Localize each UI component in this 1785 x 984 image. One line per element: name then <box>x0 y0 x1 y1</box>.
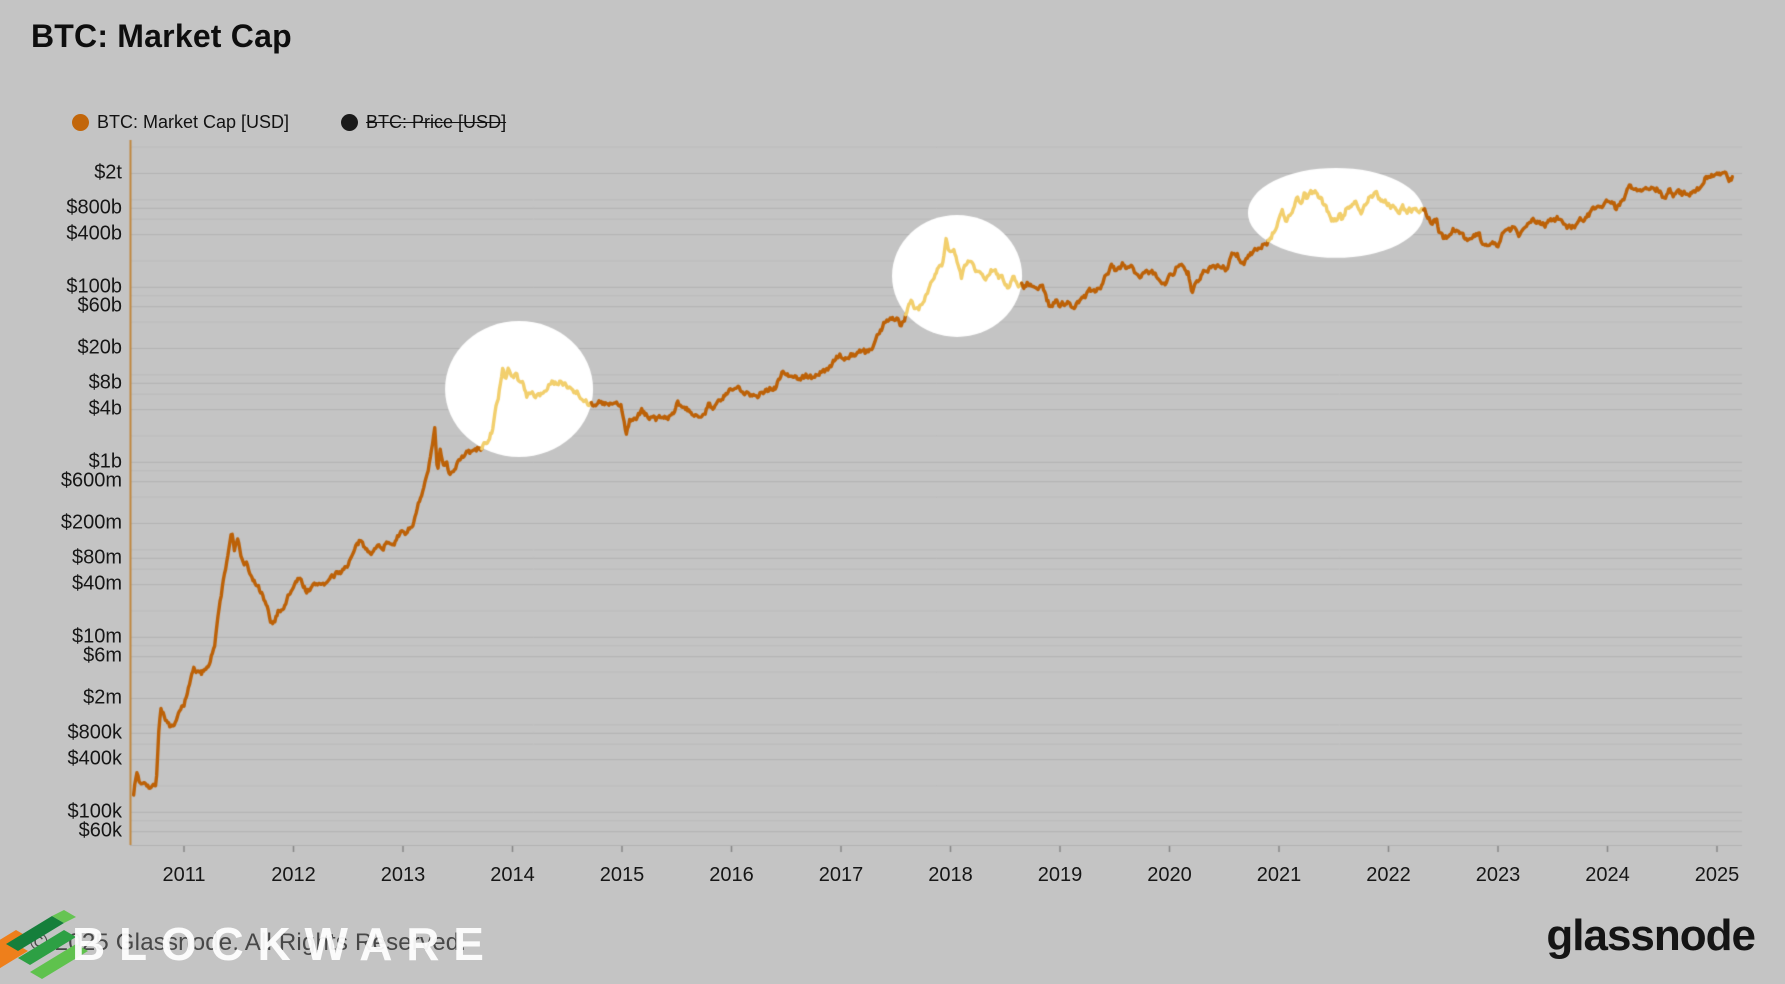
x-tick-label: 2019 <box>1037 864 1083 886</box>
y-tick-label: $60k <box>78 819 122 842</box>
y-tick-label: $6m <box>83 644 122 667</box>
y-tick-label: $2t <box>94 161 122 184</box>
x-tick-label: 2022 <box>1366 864 1411 886</box>
x-tick-label: 2016 <box>709 864 754 886</box>
y-tick-label: $1b <box>88 450 122 473</box>
x-tick-label: 2017 <box>818 864 864 886</box>
y-tick-label: $4b <box>88 397 122 420</box>
x-tick-label: 2012 <box>271 864 316 886</box>
y-tick-label: $10m <box>71 625 122 648</box>
y-tick-label: $60b <box>77 294 123 317</box>
copyright-text: © 2025 Glassnode. All Rights Reserved. <box>30 929 467 956</box>
y-tick-label: $200m <box>60 511 122 534</box>
x-tick-label: 2023 <box>1475 864 1521 886</box>
x-tick-label: 2014 <box>490 864 535 886</box>
chart-legend: BTC: Market Cap [USD] BTC: Price [USD] <box>72 112 506 133</box>
x-tick-label: 2013 <box>380 864 426 886</box>
legend-dot-market-cap-icon <box>72 114 89 131</box>
legend-label-price: BTC: Price [USD] <box>366 112 507 132</box>
y-tick-label: $800b <box>66 196 122 219</box>
legend-item-market-cap[interactable]: BTC: Market Cap [USD] <box>72 112 289 133</box>
y-tick-label: $20b <box>77 336 123 359</box>
x-tick-label: 2024 <box>1585 864 1630 886</box>
glassnode-wordmark: glassnode <box>1546 911 1756 960</box>
x-tick-label: 2025 <box>1694 864 1740 886</box>
x-tick-label: 2015 <box>599 864 645 886</box>
y-tick-label: $100b <box>66 275 122 298</box>
y-tick-label: $400b <box>66 222 122 245</box>
y-tick-label: $8b <box>88 371 122 394</box>
x-tick-label: 2021 <box>1256 864 1302 886</box>
y-tick-label: $2m <box>83 686 122 709</box>
legend-dot-price-icon <box>341 114 359 131</box>
y-tick-label: $800k <box>67 721 123 744</box>
y-tick-label: $40m <box>71 572 122 595</box>
legend-label-market-cap: BTC: Market Cap [USD] <box>97 112 290 132</box>
y-tick-label: $80m <box>71 546 122 569</box>
x-tick-label: 2020 <box>1147 864 1192 886</box>
x-tick-label: 2018 <box>928 864 973 886</box>
y-tick-label: $600m <box>60 469 122 492</box>
blockware-wordmark: BLOCKWARE <box>72 918 498 970</box>
y-tick-label: $100k <box>67 800 123 823</box>
x-tick-label: 2011 <box>162 864 206 886</box>
y-tick-label: $400k <box>67 747 123 770</box>
legend-item-price[interactable]: BTC: Price [USD] <box>341 112 506 133</box>
blockware-logo-icon <box>0 910 88 979</box>
page-title: BTC: Market Cap <box>31 18 292 54</box>
